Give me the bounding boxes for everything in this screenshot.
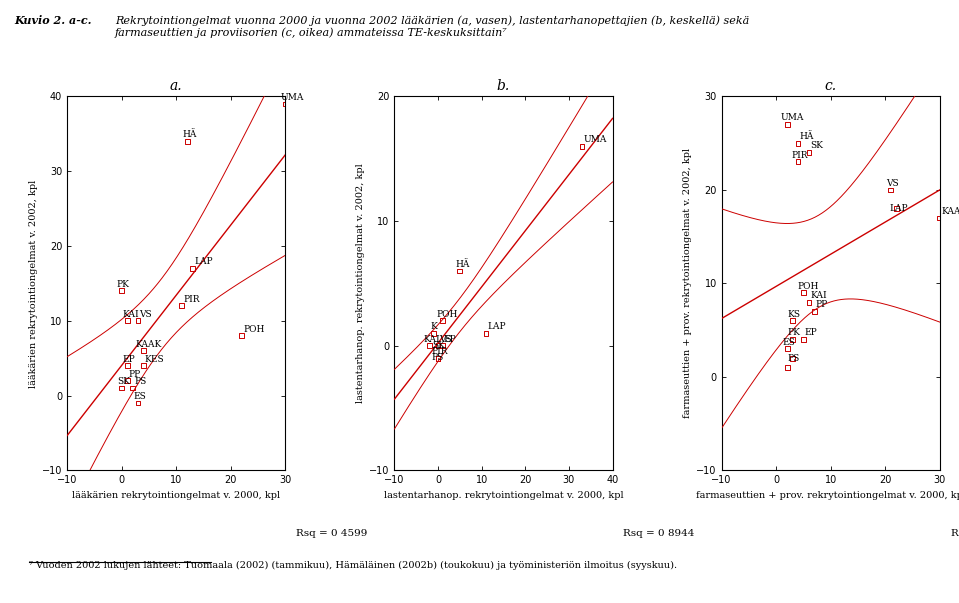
Point [888, 204, 903, 213]
Point [784, 316, 800, 326]
Point [234, 331, 249, 341]
Text: PS: PS [787, 354, 800, 363]
Point [574, 142, 590, 151]
Point [932, 213, 947, 223]
Text: VS: VS [139, 310, 152, 319]
Y-axis label: farmaseuttien + prov. rekrytointiongelmat v. 2002, kpl: farmaseuttien + prov. rekrytointiongelma… [683, 148, 692, 418]
Text: PIR: PIR [432, 347, 448, 356]
Point [179, 136, 195, 146]
Text: KAI: KAI [122, 310, 139, 319]
Text: PK: PK [787, 329, 800, 338]
Point [136, 346, 152, 356]
Point [114, 384, 129, 393]
Point [120, 316, 135, 326]
Point [174, 301, 189, 311]
Text: VS: VS [439, 335, 452, 344]
Text: PP: PP [129, 370, 141, 379]
Point [431, 341, 446, 350]
Text: PP: PP [816, 300, 828, 309]
Point [479, 329, 494, 338]
Point [130, 316, 146, 326]
X-axis label: lastentarhanop. rekrytointiongelmat v. 2000, kpl: lastentarhanop. rekrytointiongelmat v. 2… [384, 491, 623, 500]
Text: K: K [431, 322, 437, 331]
Point [780, 362, 795, 372]
Text: ES: ES [133, 392, 146, 401]
Text: SK: SK [432, 341, 445, 350]
Text: Rsq = 0 8944: Rsq = 0 8944 [623, 529, 695, 538]
Text: PIR: PIR [183, 295, 199, 304]
Text: HÄ: HÄ [800, 132, 814, 141]
Text: KES: KES [145, 355, 165, 364]
Text: POH: POH [243, 324, 265, 333]
Point [780, 119, 795, 130]
Text: POH: POH [436, 310, 457, 319]
Text: UMA: UMA [280, 93, 304, 102]
Text: UMA: UMA [583, 135, 607, 144]
Text: Rekrytointiongelmat vuonna 2000 ja vuonna 2002 lääkärien (a, vasen), lastentarha: Rekrytointiongelmat vuonna 2000 ja vuonn… [115, 15, 749, 38]
Text: PS: PS [432, 353, 444, 362]
Title: a.: a. [170, 78, 182, 92]
Text: ES: ES [783, 338, 795, 347]
Point [278, 99, 293, 109]
Point [453, 266, 468, 276]
Text: Rsq = 0 4599: Rsq = 0 4599 [296, 529, 367, 538]
Point [114, 286, 129, 295]
Text: HÄ: HÄ [182, 130, 197, 139]
Point [796, 288, 811, 297]
Text: LAP: LAP [890, 204, 908, 213]
Text: KS: KS [787, 310, 801, 319]
Text: KAI: KAI [810, 291, 827, 300]
Title: b.: b. [497, 78, 510, 92]
Text: EP: EP [122, 355, 135, 364]
Text: HÄ: HÄ [455, 260, 469, 269]
Text: LAP: LAP [194, 257, 213, 267]
Text: SK: SK [810, 142, 824, 151]
Text: LAP: LAP [487, 322, 506, 331]
Text: Rsq = 0 1989: Rsq = 0 1989 [950, 529, 959, 538]
Point [185, 264, 200, 273]
X-axis label: lääkärien rekrytointiongelmat v. 2000, kpl: lääkärien rekrytointiongelmat v. 2000, k… [72, 491, 280, 500]
Text: VS: VS [886, 179, 899, 188]
X-axis label: farmaseuttien + prov. rekrytointiongelmat v. 2000, kpl: farmaseuttien + prov. rekrytointiongelma… [695, 491, 959, 500]
Point [801, 297, 816, 307]
Point [120, 376, 135, 385]
Y-axis label: lastentarhanop. rekrytointiongelmat v. 2002, kpl: lastentarhanop. rekrytointiongelmat v. 2… [356, 163, 365, 403]
Point [790, 157, 806, 166]
Point [431, 353, 446, 363]
Text: EP: EP [805, 329, 818, 338]
Text: UMA: UMA [781, 113, 804, 122]
Text: KAAK: KAAK [941, 207, 959, 216]
Point [434, 316, 450, 326]
Point [780, 344, 795, 353]
Text: Kuvio 2. a-c.: Kuvio 2. a-c. [14, 15, 92, 26]
Point [434, 341, 450, 350]
Point [801, 148, 816, 157]
Text: PK: PK [117, 280, 129, 289]
Point [784, 335, 800, 344]
Point [807, 306, 822, 316]
Y-axis label: lääkärien rekrytointiongelmat v. 2002, kpl: lääkärien rekrytointiongelmat v. 2002, k… [29, 179, 37, 388]
Point [120, 361, 135, 370]
Point [426, 329, 441, 338]
Point [883, 185, 899, 195]
Text: PIR: PIR [792, 151, 808, 160]
Text: KAAK: KAAK [136, 339, 162, 349]
Text: POH: POH [797, 282, 819, 291]
Point [125, 384, 140, 393]
Text: EP: EP [444, 335, 456, 344]
Text: ⁷ Vuoden 2002 lukujen lähteet: Tuomaala (2002) (tammikuu), Hämäläinen (2002b) (t: ⁷ Vuoden 2002 lukujen lähteet: Tuomaala … [29, 561, 677, 570]
Point [796, 335, 811, 344]
Point [431, 341, 446, 350]
Point [422, 341, 437, 350]
Point [136, 361, 152, 370]
Point [790, 138, 806, 148]
Title: c.: c. [825, 78, 837, 92]
Point [130, 398, 146, 408]
Point [431, 353, 446, 363]
Text: KAI: KAI [423, 335, 439, 344]
Point [784, 353, 800, 363]
Text: PS: PS [134, 377, 146, 386]
Text: SK: SK [117, 377, 129, 386]
